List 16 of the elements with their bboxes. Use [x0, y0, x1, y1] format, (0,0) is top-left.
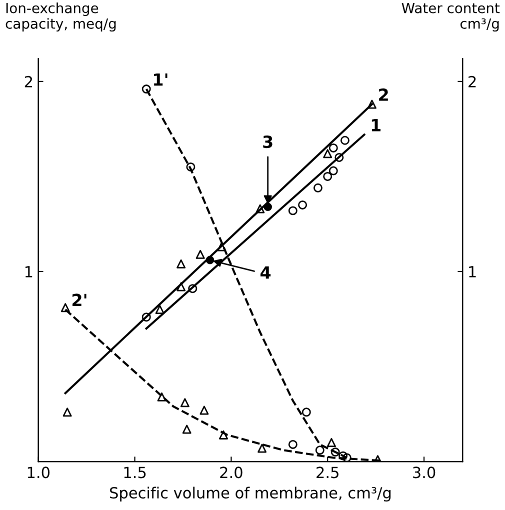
annotation: 4 [260, 266, 271, 279]
annotation: 3 [263, 135, 272, 148]
series-label: 1' [154, 73, 168, 86]
x-tick-label: 3.0 [413, 466, 436, 478]
series-label: 2' [72, 294, 86, 306]
y-axis-title: Ion-exchange capacity, meq/g [6, 2, 116, 32]
series-label: 1 [372, 119, 380, 132]
x-tick-label: 1.0 [28, 466, 50, 478]
y2-axis-title: Water content cm³/g [402, 2, 500, 32]
x-tick-label: 1.5 [124, 466, 146, 478]
series-label: 2 [379, 88, 388, 101]
x-tick-label: 2.0 [220, 466, 242, 478]
x-axis-title: Specific volume of membrane, cm³/g [110, 486, 391, 502]
y2-tick-label: 1 [469, 266, 476, 278]
x-tick-label: 2.5 [316, 466, 338, 478]
y2-tick-label: 2 [468, 76, 476, 88]
